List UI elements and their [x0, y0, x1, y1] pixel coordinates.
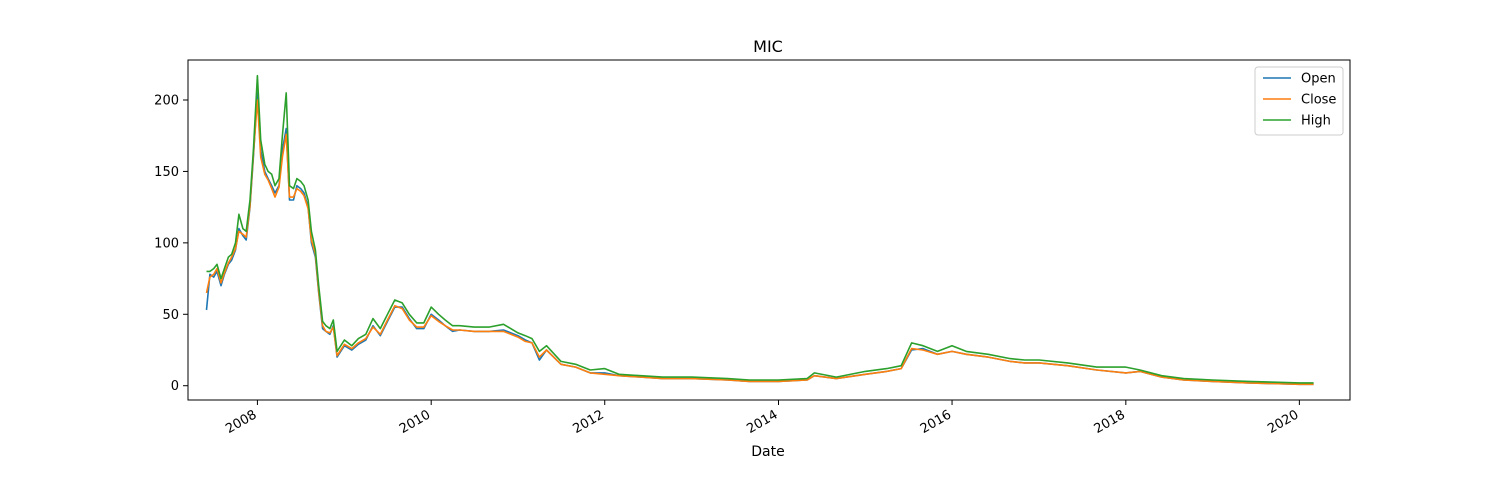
x-tick-label: 2020 [1265, 407, 1301, 437]
x-axis-label: Date [751, 444, 784, 460]
x-tick-label: 2012 [571, 407, 607, 437]
series-line-open [205, 92, 1314, 386]
series-layer [205, 74, 1314, 386]
y-tick-label: 50 [162, 308, 179, 323]
legend-box [1254, 66, 1344, 136]
legend-label-open: Open [1301, 72, 1336, 87]
y-tick-label: 200 [154, 94, 179, 109]
x-axis: 2008 2010 2012 2014 2016 2018 2020 [223, 400, 1301, 437]
x-tick-label: 2016 [918, 407, 954, 437]
y-axis: 0 50 100 150 200 [154, 94, 188, 394]
legend: Open Close High [1254, 66, 1344, 136]
x-tick-label: 2010 [397, 407, 433, 437]
legend-label-close: Close [1301, 93, 1336, 108]
x-tick-label: 2018 [1092, 407, 1128, 437]
x-tick-label: 2008 [223, 407, 259, 437]
series-line-high [206, 74, 1314, 384]
y-tick-label: 0 [171, 379, 179, 394]
legend-label-high: High [1301, 114, 1331, 129]
chart-title: MIC [753, 37, 783, 56]
y-tick-label: 150 [154, 165, 179, 180]
x-tick-label: 2014 [744, 407, 780, 437]
y-tick-label: 100 [154, 236, 179, 251]
series-line-close [205, 99, 1314, 386]
plot-frame [187, 59, 1351, 401]
